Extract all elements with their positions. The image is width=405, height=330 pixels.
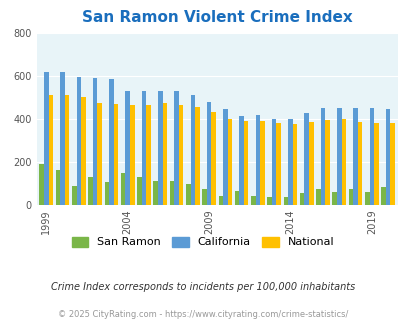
Bar: [255, 115, 260, 205]
Text: © 2025 CityRating.com - https://www.cityrating.com/crime-statistics/: © 2025 CityRating.com - https://www.city…: [58, 310, 347, 319]
Bar: [266, 197, 271, 205]
Bar: [137, 177, 141, 205]
Bar: [357, 122, 362, 205]
Bar: [234, 191, 239, 205]
Bar: [185, 184, 190, 205]
Bar: [250, 196, 255, 205]
Bar: [385, 109, 390, 205]
Bar: [283, 197, 288, 205]
Bar: [227, 119, 232, 205]
Bar: [292, 124, 296, 205]
Bar: [49, 95, 53, 205]
Bar: [211, 112, 215, 205]
Text: Crime Index corresponds to incidents per 100,000 inhabitants: Crime Index corresponds to incidents per…: [51, 282, 354, 292]
Bar: [260, 121, 264, 205]
Bar: [77, 77, 81, 205]
Bar: [218, 196, 222, 205]
Bar: [121, 173, 125, 205]
Bar: [332, 192, 336, 205]
Bar: [194, 107, 199, 205]
Bar: [97, 103, 102, 205]
Bar: [93, 78, 97, 205]
Bar: [308, 122, 313, 205]
Bar: [153, 181, 158, 205]
Bar: [39, 164, 44, 205]
Bar: [271, 119, 276, 205]
Bar: [222, 109, 227, 205]
Bar: [88, 177, 93, 205]
Bar: [288, 119, 292, 205]
Bar: [125, 91, 130, 205]
Bar: [141, 91, 146, 205]
Bar: [352, 108, 357, 205]
Bar: [146, 105, 150, 205]
Bar: [304, 114, 308, 205]
Bar: [169, 181, 174, 205]
Bar: [113, 104, 118, 205]
Bar: [320, 108, 324, 205]
Bar: [243, 121, 248, 205]
Bar: [276, 123, 280, 205]
Bar: [239, 115, 243, 205]
Bar: [178, 105, 183, 205]
Title: San Ramon Violent Crime Index: San Ramon Violent Crime Index: [82, 10, 352, 25]
Bar: [72, 186, 77, 205]
Bar: [104, 182, 109, 205]
Bar: [364, 192, 369, 205]
Bar: [130, 105, 134, 205]
Bar: [158, 91, 162, 205]
Bar: [315, 188, 320, 205]
Bar: [109, 79, 113, 205]
Bar: [190, 95, 194, 205]
Bar: [341, 119, 345, 205]
Bar: [390, 123, 394, 205]
Bar: [348, 188, 352, 205]
Bar: [336, 108, 341, 205]
Bar: [299, 193, 304, 205]
Bar: [324, 120, 329, 205]
Bar: [380, 187, 385, 205]
Legend: San Ramon, California, National: San Ramon, California, National: [67, 232, 338, 252]
Bar: [373, 123, 378, 205]
Bar: [206, 102, 211, 205]
Bar: [369, 108, 373, 205]
Bar: [44, 72, 49, 205]
Bar: [81, 97, 85, 205]
Bar: [162, 103, 167, 205]
Bar: [65, 95, 69, 205]
Bar: [202, 188, 206, 205]
Bar: [174, 91, 178, 205]
Bar: [60, 72, 65, 205]
Bar: [55, 170, 60, 205]
